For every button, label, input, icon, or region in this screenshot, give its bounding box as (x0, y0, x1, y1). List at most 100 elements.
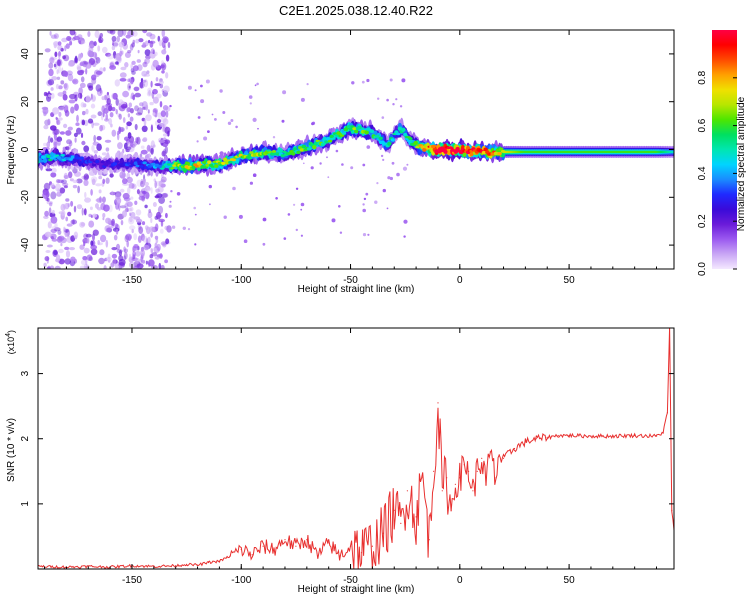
noise-speckle (150, 147, 154, 155)
noise-speckle (61, 210, 66, 216)
noise-speckle (50, 87, 54, 91)
noise-speckle (230, 119, 234, 122)
noise-speckle (96, 197, 104, 204)
ridge-cell (324, 140, 329, 144)
svg-text:(x104): (x104) (5, 330, 16, 354)
noise-speckle (136, 179, 143, 187)
ridge-cell (497, 151, 502, 156)
noise-speckle (403, 219, 408, 224)
snr-point (400, 522, 402, 525)
noise-speckle (58, 258, 65, 265)
ridge-cell (69, 158, 74, 161)
noise-speckle (154, 195, 160, 199)
noise-speckle (69, 247, 75, 251)
snr-point (273, 548, 275, 551)
noise-speckle (79, 62, 85, 67)
noise-speckle (44, 210, 49, 217)
noise-speckle (119, 188, 125, 193)
noise-speckle (120, 219, 124, 226)
noise-speckle (58, 65, 61, 74)
noise-speckle (121, 128, 124, 132)
noise-speckle (54, 51, 58, 58)
noise-speckle (88, 44, 95, 49)
noise-speckle (50, 172, 57, 178)
noise-speckle (153, 51, 158, 57)
noise-speckle (49, 265, 55, 269)
x-tick-label: 0 (457, 275, 463, 286)
noise-speckle (326, 156, 328, 159)
noise-speckle (143, 73, 151, 77)
noise-speckle (200, 99, 205, 104)
noise-speckle (208, 184, 212, 189)
noise-speckle (134, 123, 138, 131)
noise-speckle (124, 235, 129, 243)
noise-speckle (83, 61, 89, 65)
noise-speckle (205, 79, 210, 84)
noise-speckle (69, 93, 76, 100)
ridge-cell (378, 136, 383, 140)
noise-speckle (129, 206, 134, 212)
snr-point (546, 436, 548, 438)
noise-speckle (67, 126, 73, 131)
noise-speckle (104, 139, 112, 143)
ridge-cell (139, 165, 144, 168)
noise-speckle (129, 212, 132, 216)
noise-speckle (140, 145, 145, 149)
noise-speckle (157, 35, 161, 42)
ridge-cell (350, 125, 355, 128)
ridge-cell (46, 154, 51, 159)
y-tick-label: -20 (20, 190, 31, 205)
noise-speckle (111, 218, 115, 227)
noise-speckle (144, 181, 149, 187)
noise-speckle (111, 92, 117, 100)
noise-speckle (72, 219, 75, 225)
noise-speckle (141, 125, 148, 133)
noise-speckle (300, 97, 305, 102)
noise-speckle (66, 223, 73, 227)
noise-speckle (256, 82, 259, 86)
ridge-cell (90, 158, 95, 162)
noise-speckle (93, 134, 97, 143)
ridge-cell (245, 156, 250, 159)
noise-speckle (147, 236, 151, 244)
noise-speckle (147, 211, 153, 219)
noise-speckle (50, 191, 57, 200)
ridge-cell (291, 151, 296, 156)
noise-speckle (130, 211, 136, 218)
snr-point (349, 545, 352, 547)
noise-speckle (166, 225, 172, 233)
noise-speckle (158, 180, 163, 187)
snr-point (422, 477, 424, 479)
noise-speckle (118, 258, 126, 266)
noise-speckle (164, 225, 169, 231)
noise-speckle (95, 70, 103, 75)
snr-point (454, 483, 456, 485)
noise-speckle (95, 183, 102, 187)
noise-speckle (70, 219, 78, 225)
snr-scale-prefix: (x10 (6, 337, 16, 355)
noise-speckle (72, 184, 78, 189)
noise-speckle (111, 35, 117, 42)
noise-speckle (56, 58, 63, 67)
noise-speckle (81, 140, 86, 146)
noise-speckle (150, 124, 153, 133)
noise-speckle (95, 198, 102, 202)
noise-speckle (97, 242, 103, 246)
noise-speckle (60, 80, 65, 85)
noise-speckle (73, 205, 77, 213)
noise-speckle (79, 221, 85, 228)
noise-speckle (351, 117, 355, 120)
snr-point (450, 509, 452, 511)
ridge-cell (296, 150, 301, 154)
noise-speckle (99, 249, 105, 256)
noise-speckle (74, 171, 81, 177)
ridge-cell (200, 165, 205, 169)
noise-speckle (46, 266, 51, 269)
noise-speckle (119, 72, 127, 78)
noise-speckle (98, 189, 102, 194)
noise-speckle (85, 62, 92, 69)
noise-speckle (160, 60, 165, 66)
ridge-cell (191, 165, 196, 169)
noise-speckle (365, 192, 369, 196)
noise-speckle (116, 249, 123, 254)
